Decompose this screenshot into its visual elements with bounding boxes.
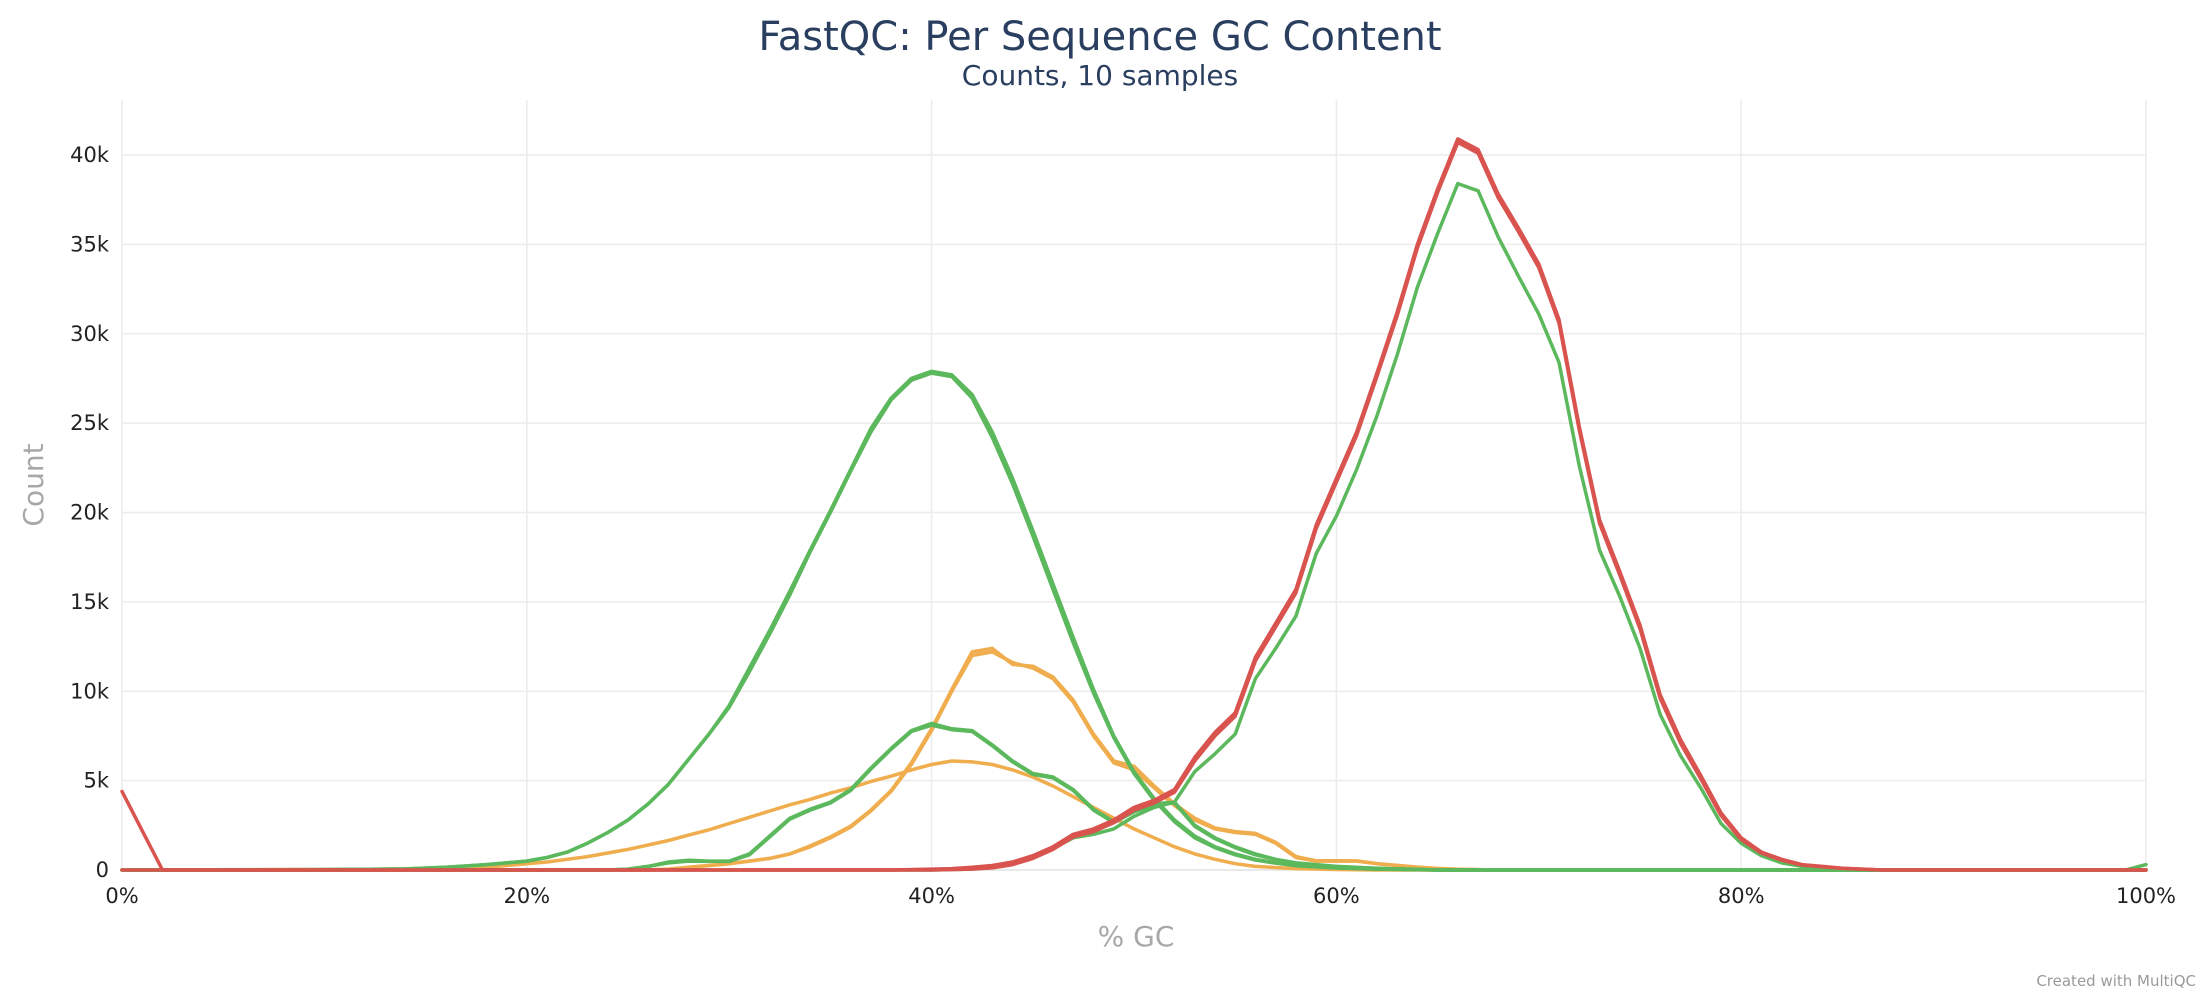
red-series-line: [120, 137, 2148, 872]
credit-text: Created with MultiQC: [2036, 972, 2196, 990]
y-axis-title: Count: [17, 443, 50, 526]
y-tick-label: 10k: [70, 679, 110, 703]
grid: [121, 100, 2147, 871]
y-tick-label: 20k: [70, 501, 110, 525]
series-lines: [120, 137, 2148, 872]
y-tick-label: 30k: [70, 322, 110, 346]
x-tick-label: 40%: [908, 884, 955, 908]
y-tick-label: 0: [96, 858, 109, 882]
y-tick-label: 15k: [70, 590, 110, 614]
x-tick-label: 20%: [503, 884, 550, 908]
y-tick-label: 35k: [70, 232, 110, 256]
y-tick-label: 25k: [70, 411, 110, 435]
chart-title: FastQC: Per Sequence GC Content: [758, 14, 1441, 60]
orange-series-line: [120, 650, 2148, 872]
y-tick-label: 40k: [70, 143, 110, 167]
x-tick-label: 80%: [1718, 884, 1765, 908]
green-series-line: [120, 721, 2148, 872]
y-axis-ticks: 0 5k 10k 15k 20k 25k 30k 35k 40k: [70, 143, 110, 882]
orange-series-line: [120, 759, 2148, 872]
x-axis-title: % GC: [1098, 920, 1175, 953]
red-series-line: [120, 140, 2148, 872]
green-series-line: [120, 369, 2148, 872]
green-series-line: [120, 371, 2148, 872]
x-tick-label: 100%: [2116, 884, 2176, 908]
green-series-line: [120, 181, 2148, 872]
chart-subtitle: Counts, 10 samples: [962, 59, 1238, 92]
x-axis-ticks: 0% 20% 40% 60% 80% 100%: [105, 884, 2176, 908]
green-series-line: [120, 723, 2148, 872]
x-tick-label: 60%: [1313, 884, 1360, 908]
x-tick-label: 0%: [105, 884, 138, 908]
y-tick-label: 5k: [83, 769, 109, 793]
orange-series-line: [120, 646, 2148, 872]
